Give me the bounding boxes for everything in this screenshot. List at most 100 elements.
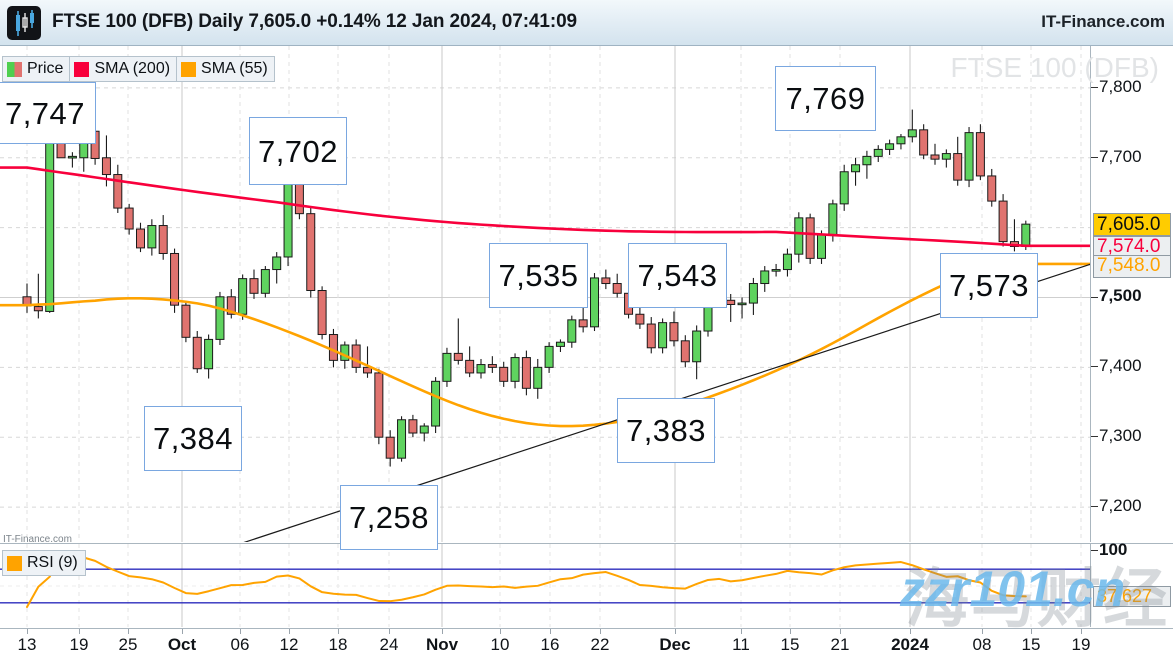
date-tick-mark <box>600 629 601 634</box>
callout-7535-label: 7,535 <box>498 258 579 293</box>
price-tick-7800: 7,800 <box>1091 77 1142 97</box>
price-tick-7200: 7,200 <box>1091 496 1142 516</box>
callout-7543[interactable]: 7,543 <box>628 243 727 308</box>
sma55-swatch-icon <box>181 61 197 77</box>
price-tick-7300: 7,300 <box>1091 426 1142 446</box>
callout-7702-label: 7,702 <box>257 133 339 169</box>
price-tick-7400: 7,400 <box>1091 356 1142 376</box>
callout-7384-label: 7,384 <box>152 421 234 456</box>
sma200-value-tag-value: 7,574.0 <box>1097 236 1161 258</box>
date-tick-06: 06 <box>230 635 250 654</box>
date-tick-oct: Oct <box>167 635 197 654</box>
callout-7747[interactable]: 7,747 <box>0 82 96 144</box>
sma200-swatch-icon <box>74 61 90 77</box>
callout-7384[interactable]: 7,384 <box>144 406 242 471</box>
legend-label-sma55: SMA (55) <box>201 60 268 77</box>
page-title: FTSE 100 (DFB) Daily 7,605.0 +0.14% 12 J… <box>52 11 578 32</box>
callout-7769[interactable]: 7,769 <box>775 66 876 131</box>
date-tick-10: 10 <box>490 635 510 654</box>
date-tick-mark <box>289 629 290 634</box>
sma200-value-tag[interactable]: 7,574.0 <box>1093 235 1171 259</box>
legend-label-sma200: SMA (200) <box>94 60 171 77</box>
rsi-tick-100: 100 <box>1091 540 1127 560</box>
date-tick-25: 25 <box>118 635 138 654</box>
price-tick-label: 7,300 <box>1099 426 1142 446</box>
callout-7383-label: 7,383 <box>625 413 707 448</box>
date-tick-mark <box>389 629 390 634</box>
date-tick-19: 19 <box>69 635 89 654</box>
date-tick-12: 12 <box>279 635 299 654</box>
rsi-value: 37.627 <box>1097 586 1153 607</box>
date-tick-mark <box>182 629 183 634</box>
price-tick-label: 7,400 <box>1099 356 1142 376</box>
callout-7543-label: 7,543 <box>637 258 718 293</box>
date-tick-24: 24 <box>379 635 399 654</box>
price-tick-label: 7,800 <box>1099 76 1142 96</box>
price-tick-label: 7,200 <box>1099 496 1142 516</box>
date-tick-mark <box>790 629 791 634</box>
date-tick-mark <box>79 629 80 634</box>
price-swatch-icon <box>7 61 22 77</box>
callout-7573[interactable]: 7,573 <box>940 253 1038 318</box>
sma55-value-tag[interactable]: 7,548.0 <box>1093 254 1171 278</box>
date-tick-18: 18 <box>328 635 348 654</box>
legend-item-price[interactable]: Price <box>3 57 71 81</box>
date-tick-mark <box>500 629 501 634</box>
callout-7535[interactable]: 7,535 <box>489 243 588 308</box>
price-tick-label: 7,700 <box>1099 146 1142 166</box>
sma55-value-tag-value: 7,548.0 <box>1097 255 1161 277</box>
price-axis[interactable]: 7,200 7,300 7,400 7,500 7,700 7,800 7,605.0 7,5… <box>1091 46 1173 542</box>
date-tick-mark <box>675 629 676 634</box>
legend-label-price: Price <box>27 60 64 77</box>
rsi-swatch-icon <box>7 555 22 571</box>
callout-7258[interactable]: 7,258 <box>340 485 438 550</box>
brand-label: IT-Finance.com <box>1041 12 1165 31</box>
rsi-chart-svg <box>0 544 1090 627</box>
date-tick-mark <box>550 629 551 634</box>
title-bar: FTSE 100 (DFB) Daily 7,605.0 +0.14% 12 J… <box>0 0 1173 46</box>
rsi-value-tag[interactable]: 37.627 <box>1093 586 1171 608</box>
date-tick-16: 16 <box>540 635 560 654</box>
price-tick-7700: 7,700 <box>1091 147 1142 167</box>
legend-item-sma200[interactable]: SMA (200) <box>70 57 178 81</box>
callout-7258-label: 7,258 <box>348 500 430 535</box>
legend-item-sma55[interactable]: SMA (55) <box>177 57 274 81</box>
price-tick-7500: 7,500 <box>1091 286 1142 306</box>
date-tick-mark <box>982 629 983 634</box>
last-price-tag-value: 7,605.0 <box>1097 213 1161 235</box>
date-tick-19: 19 <box>1071 635 1091 654</box>
rsi-panel[interactable] <box>0 543 1091 627</box>
date-tick-nov: Nov <box>425 635 459 654</box>
date-tick-mark <box>1031 629 1032 634</box>
callout-7383[interactable]: 7,383 <box>617 398 715 463</box>
date-tick-11: 11 <box>732 635 750 654</box>
date-tick-15: 15 <box>780 635 800 654</box>
date-tick-dec: Dec <box>659 635 691 654</box>
date-tick-mark <box>240 629 241 634</box>
callout-7769-label: 7,769 <box>785 81 866 116</box>
callout-7573-label: 7,573 <box>948 268 1030 303</box>
itfinance-watermark: IT-Finance.com <box>3 534 72 545</box>
date-tick-22: 22 <box>590 635 610 654</box>
rsi-tick-label: 100 <box>1099 540 1128 559</box>
date-tick-mark <box>128 629 129 634</box>
date-tick-2024: 2024 <box>891 635 929 654</box>
date-tick-13: 13 <box>17 635 37 654</box>
price-tick-label: 7,500 <box>1099 286 1142 306</box>
last-price-tag[interactable]: 7,605.0 <box>1093 213 1171 237</box>
callout-7702[interactable]: 7,702 <box>249 117 347 185</box>
date-tick-mark <box>1081 629 1082 634</box>
date-tick-mark <box>338 629 339 634</box>
date-tick-mark <box>442 629 443 634</box>
date-tick-08: 08 <box>972 635 992 654</box>
date-axis[interactable]: 13 19 25 Oct 06 12 18 24 Nov 10 16 22 Dec 11 15 21 2024 0… <box>0 628 1173 660</box>
rsi-legend[interactable]: RSI (9) <box>2 550 86 576</box>
callout-7747-label: 7,747 <box>4 95 86 131</box>
date-tick-mark <box>840 629 841 634</box>
date-tick-mark <box>741 629 742 634</box>
rsi-legend-label: RSI (9) <box>27 554 78 571</box>
rsi-axis[interactable]: 100 37.627 <box>1091 540 1173 627</box>
date-tick-21: 21 <box>830 635 850 654</box>
date-tick-15: 15 <box>1021 635 1041 654</box>
